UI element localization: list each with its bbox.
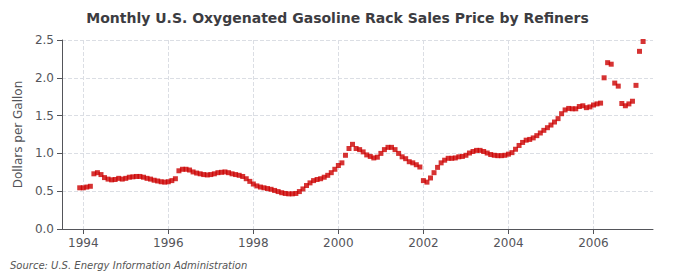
svg-text:Source: U.S. Energy Informatio: Source: U.S. Energy Information Administ… [10,260,247,271]
svg-text:Dollars per Gallon: Dollars per Gallon [11,81,25,189]
svg-text:2.0: 2.0 [35,71,54,85]
svg-text:1.0: 1.0 [35,146,54,160]
svg-text:2004: 2004 [493,236,524,250]
svg-text:1994: 1994 [68,236,99,250]
svg-text:2006: 2006 [578,236,609,250]
svg-text:1996: 1996 [153,236,184,250]
svg-text:2000: 2000 [323,236,354,250]
svg-text:0.5: 0.5 [35,184,54,198]
svg-text:1.5: 1.5 [35,109,54,123]
svg-text:1998: 1998 [238,236,269,250]
svg-text:Monthly U.S. Oxygenated Gasoli: Monthly U.S. Oxygenated Gasoline Rack Sa… [86,10,589,26]
svg-text:2002: 2002 [408,236,439,250]
svg-text:0.0: 0.0 [35,222,54,236]
svg-text:2.5: 2.5 [35,33,54,47]
